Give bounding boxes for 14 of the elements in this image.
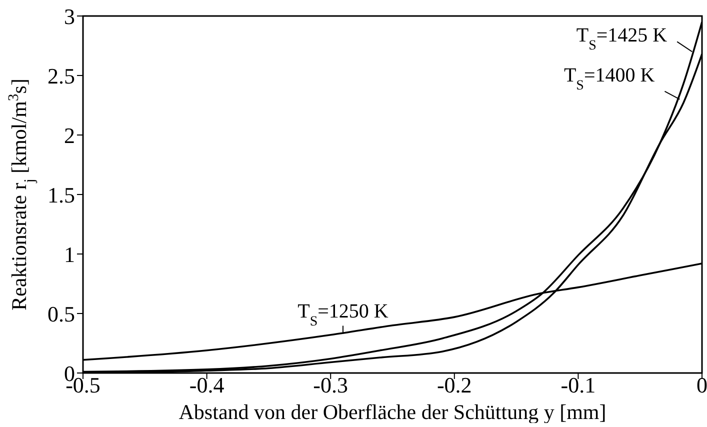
annotation: T$_{S}$=1425 K xyxy=(576,24,668,54)
y-tick-label: 3 xyxy=(64,4,75,29)
y-tick-label: 1.5 xyxy=(48,182,75,208)
y-tick-label: 0.5 xyxy=(48,301,75,326)
annotation: T$_{S}$=1250 K xyxy=(298,300,389,330)
y-tick-label: 1 xyxy=(64,242,75,267)
x-tick-label: -0.4 xyxy=(189,372,224,398)
y-tick-label: 2 xyxy=(64,122,75,148)
x-tick-label: -0.2 xyxy=(436,372,472,398)
y-tick-label: 2.5 xyxy=(48,63,75,88)
x-tick-label: -0.3 xyxy=(313,372,348,398)
annotation: T$_{S}$=1400 K xyxy=(564,64,656,93)
x-tick-label: -0.1 xyxy=(560,372,596,398)
x-tick-label: 0 xyxy=(696,372,707,398)
